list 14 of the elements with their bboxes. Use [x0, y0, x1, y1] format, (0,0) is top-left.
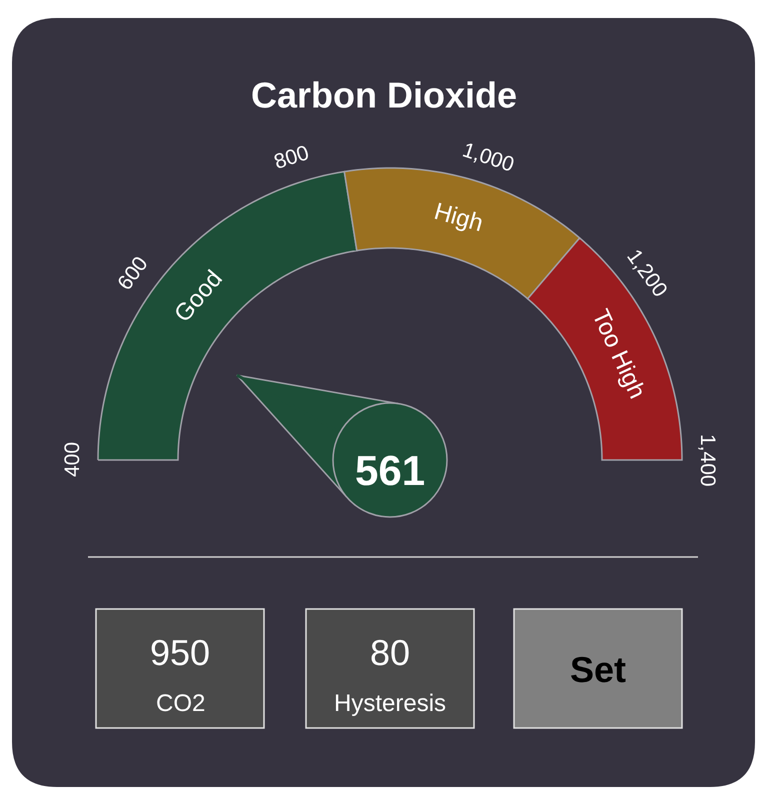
slice-label: High — [431, 198, 486, 238]
text: Hysteresis — [334, 690, 446, 717]
text: 400 — [61, 442, 84, 477]
text: 800 — [271, 141, 312, 174]
text: 80 — [370, 632, 410, 673]
chart-title: Carbon Dioxide — [250, 74, 518, 116]
text: CO2 — [156, 690, 206, 717]
text: 561 — [355, 447, 426, 494]
text: 950 — [150, 632, 210, 673]
text: Set — [570, 649, 626, 690]
text: 1,000 — [460, 138, 517, 177]
slice-label: Too High — [586, 305, 651, 403]
text: 1,400 — [696, 434, 719, 487]
text: 600 — [113, 252, 153, 294]
